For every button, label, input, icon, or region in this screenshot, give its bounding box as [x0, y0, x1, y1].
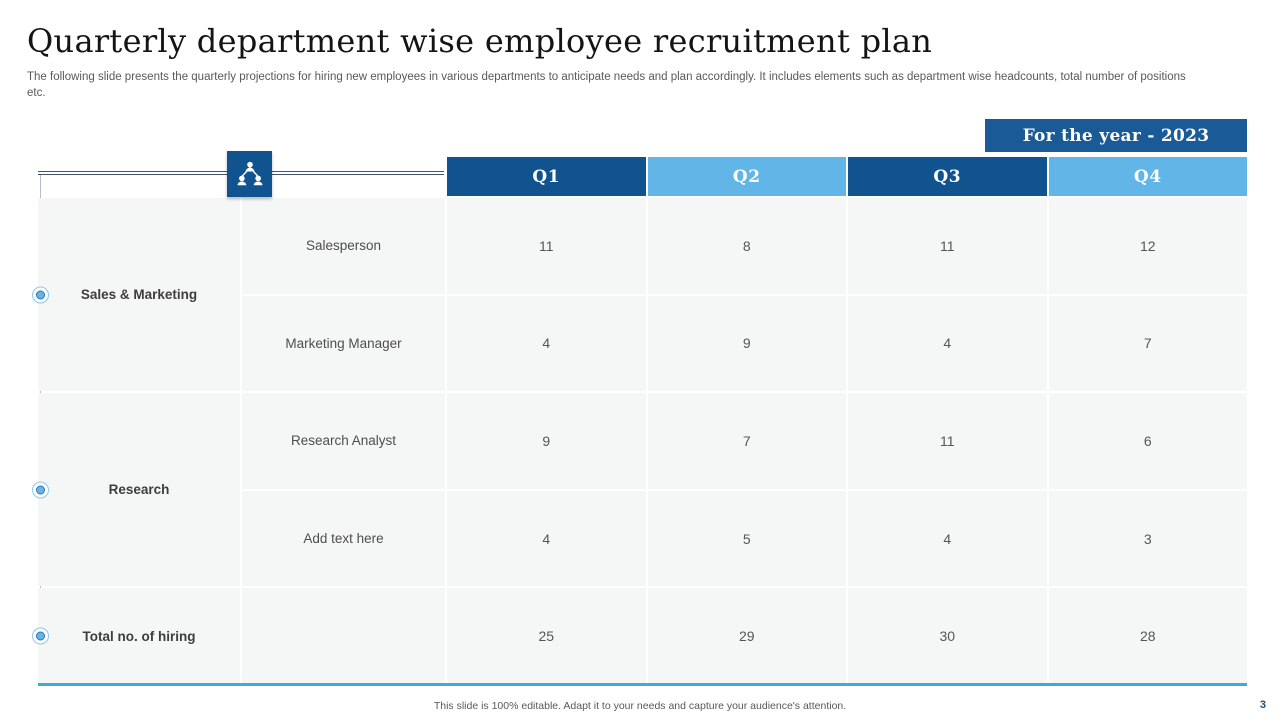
- bullet-icon: [32, 627, 49, 645]
- total-value-cell: 29: [647, 588, 846, 684]
- bullet-dot-icon: [36, 485, 45, 495]
- value-cell: 4: [848, 295, 1047, 392]
- dept-label: Sales & Marketing: [80, 287, 198, 303]
- value-cell: 12: [1048, 198, 1247, 294]
- total-row-label: Total no. of hiring: [32, 588, 240, 684]
- value-cell: 8: [647, 198, 846, 294]
- bullet-dot-icon: [36, 631, 45, 641]
- value-cell: 7: [1048, 295, 1247, 392]
- bullet-dot-icon: [36, 290, 45, 300]
- total-value-cell: 30: [848, 588, 1047, 684]
- bullet-icon: [32, 481, 49, 499]
- value-cell: 5: [647, 490, 846, 587]
- total-label: Total no. of hiring: [82, 628, 196, 644]
- value-cell: 3: [1048, 490, 1247, 587]
- dept-label-research: Research: [32, 393, 240, 587]
- col-header-q2: Q2: [647, 157, 846, 196]
- total-value-cell: 25: [447, 588, 646, 684]
- value-cell: 11: [848, 198, 1047, 294]
- value-cell: 4: [848, 490, 1047, 587]
- role-label-research-analyst: Research Analyst: [242, 393, 445, 489]
- value-cell: 9: [447, 393, 646, 489]
- value-cell: 7: [647, 393, 846, 489]
- value-cell: 6: [1048, 393, 1247, 489]
- slide-subtitle: The following slide presents the quarter…: [27, 71, 1186, 99]
- footer-note: This slide is 100% editable. Adapt it to…: [433, 700, 847, 712]
- role-label-salesperson: Salesperson: [242, 198, 445, 294]
- value-cell: 4: [447, 295, 646, 392]
- team-icon-glyph: [237, 161, 262, 186]
- decor-bottom-line: [38, 683, 1247, 686]
- bullet-icon: [32, 286, 49, 304]
- col-header-q3: Q3: [848, 157, 1047, 196]
- year-badge: For the year - 2023: [985, 119, 1247, 152]
- dept-label: Research: [108, 482, 170, 498]
- value-cell: 9: [647, 295, 846, 392]
- page-title: Quarterly department wise employee recru…: [27, 22, 933, 60]
- team-icon: [227, 151, 272, 197]
- total-value-cell: 28: [1048, 588, 1247, 684]
- col-header-q4: Q4: [1048, 157, 1247, 196]
- recruitment-table: Q1 Q2 Q3 Q4 Sales & Marketing Salesperso…: [32, 157, 1247, 684]
- role-label-add-text-placeholder: Add text here: [242, 490, 445, 587]
- value-cell: 11: [848, 393, 1047, 489]
- dept-label-sales-marketing: Sales & Marketing: [32, 198, 240, 392]
- page-number: 3: [1259, 699, 1266, 711]
- value-cell: 11: [447, 198, 646, 294]
- total-empty-cell: [242, 588, 445, 684]
- role-label-marketing-manager: Marketing Manager: [242, 295, 445, 392]
- value-cell: 4: [447, 490, 646, 587]
- col-header-q1: Q1: [447, 157, 646, 196]
